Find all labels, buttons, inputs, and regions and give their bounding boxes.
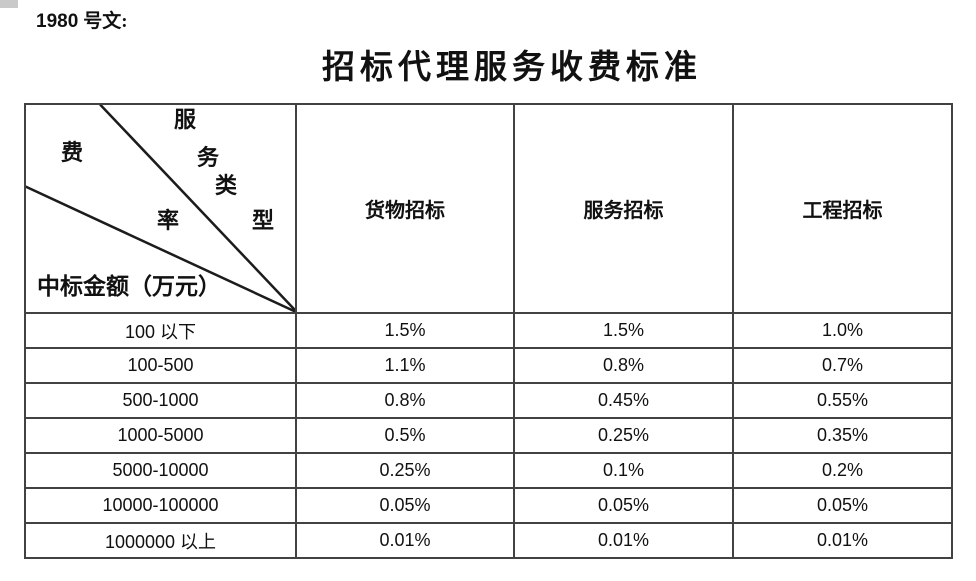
fee-cell: 1.5%: [295, 312, 515, 349]
corner-service-type-char: 服: [174, 107, 197, 132]
page-title: 招标代理服务收费标准: [322, 50, 702, 86]
table-row: 100 以下 1.5% 1.5% 1.0%: [24, 312, 953, 349]
fee-cell: 0.05%: [295, 487, 515, 524]
corner-fee-rate-char: 费: [61, 140, 84, 165]
fee-cell: 0.01%: [732, 522, 953, 559]
corner-service-type-char: 型: [252, 208, 275, 233]
table-row: 500-1000 0.8% 0.45% 0.55%: [24, 382, 953, 419]
fee-cell: 0.05%: [513, 487, 734, 524]
fee-cell: 0.25%: [513, 417, 734, 454]
fee-cell: 0.25%: [295, 452, 515, 489]
fee-cell: 0.55%: [732, 382, 953, 419]
diagonal-lines: [26, 105, 295, 312]
row-range-cell: 1000000 以上: [24, 522, 297, 559]
fee-cell: 0.35%: [732, 417, 953, 454]
fee-cell: 0.01%: [513, 522, 734, 559]
fee-table: 服 务 类 型 费 率 中标金额（万元） 货物招标 服务招标 工程招标 100 …: [24, 103, 953, 559]
table-row: 1000000 以上 0.01% 0.01% 0.01%: [24, 522, 953, 559]
table-row: 100-500 1.1% 0.8% 0.7%: [24, 347, 953, 384]
row-range-cell: 100 以下: [24, 312, 297, 349]
corner-fee-rate-char: 率: [157, 208, 180, 233]
table-row: 10000-100000 0.05% 0.05% 0.05%: [24, 487, 953, 524]
fee-cell: 1.0%: [732, 312, 953, 349]
scan-corner-artifact: [0, 0, 18, 8]
table-row: 1000-5000 0.5% 0.25% 0.35%: [24, 417, 953, 454]
row-range-cell: 1000-5000: [24, 417, 297, 454]
row-range-cell: 500-1000: [24, 382, 297, 419]
row-range-cell: 100-500: [24, 347, 297, 384]
doc-number: 1980 号文:: [36, 6, 128, 33]
fee-cell: 0.8%: [295, 382, 515, 419]
fee-cell: 0.5%: [295, 417, 515, 454]
fee-cell: 0.1%: [513, 452, 734, 489]
fee-cell: 1.1%: [295, 347, 515, 384]
column-header-services: 服务招标: [513, 103, 734, 314]
fee-cell: 1.5%: [513, 312, 734, 349]
column-header-goods: 货物招标: [295, 103, 515, 314]
corner-service-type-char: 务: [197, 145, 220, 170]
column-header-works: 工程招标: [732, 103, 953, 314]
corner-amount-label: 中标金额（万元）: [37, 274, 221, 299]
fee-cell: 0.7%: [732, 347, 953, 384]
fee-cell: 0.8%: [513, 347, 734, 384]
corner-service-type-char: 类: [215, 173, 238, 198]
fee-cell: 0.45%: [513, 382, 734, 419]
fee-cell: 0.05%: [732, 487, 953, 524]
fee-cell: 0.2%: [732, 452, 953, 489]
table-header-row: 服 务 类 型 费 率 中标金额（万元） 货物招标 服务招标 工程招标: [24, 103, 953, 314]
fee-cell: 0.01%: [295, 522, 515, 559]
doc-number-suffix: 号文:: [83, 11, 128, 32]
table-row: 5000-10000 0.25% 0.1% 0.2%: [24, 452, 953, 489]
row-range-cell: 10000-100000: [24, 487, 297, 524]
row-range-cell: 5000-10000: [24, 452, 297, 489]
diagonal-corner-cell: 服 务 类 型 费 率 中标金额（万元）: [24, 103, 297, 314]
doc-number-value: 1980: [36, 11, 79, 32]
